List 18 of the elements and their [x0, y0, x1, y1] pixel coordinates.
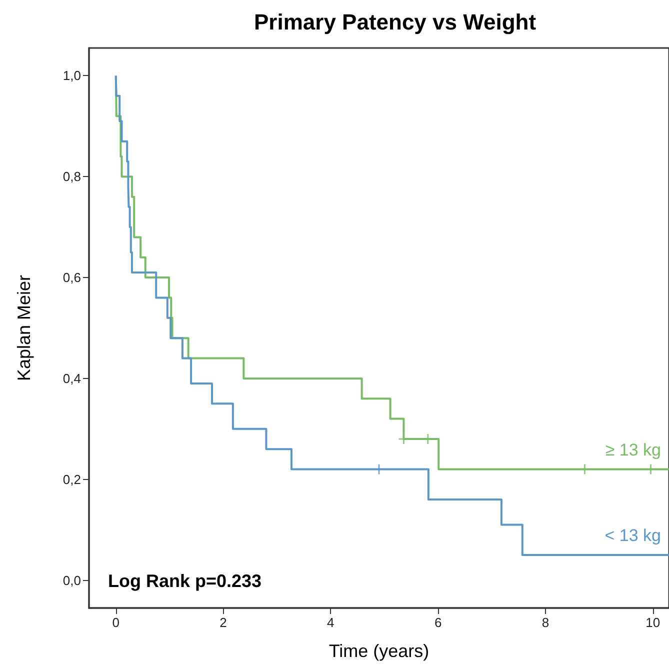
x-axis-title: Time (years) — [328, 641, 430, 661]
chart-title: Primary Patency vs Weight — [254, 10, 537, 34]
series-label: < 13 kg — [604, 526, 661, 546]
y-tick-label: 0,4 — [62, 370, 81, 386]
y-axis-title: Kaplan Meier — [14, 274, 34, 382]
y-tick-label: 0,0 — [62, 572, 81, 588]
x-tick-label: 0 — [112, 615, 120, 630]
x-tick-label: 4 — [327, 615, 334, 630]
x-tick-label: 8 — [542, 615, 550, 630]
x-tick-label: 2 — [220, 615, 227, 630]
series-label: ≥ 13 kg — [605, 440, 661, 460]
y-tick-label: 0,6 — [62, 270, 81, 286]
x-tick-label: 6 — [434, 615, 442, 630]
x-tick-label: 10 — [646, 615, 660, 630]
y-tick-label: 0,2 — [62, 472, 81, 487]
y-tick-label: 0,8 — [62, 169, 81, 184]
y-tick-label: 1,0 — [62, 68, 81, 84]
annotation: Log Rank p=0.233 — [108, 571, 262, 591]
